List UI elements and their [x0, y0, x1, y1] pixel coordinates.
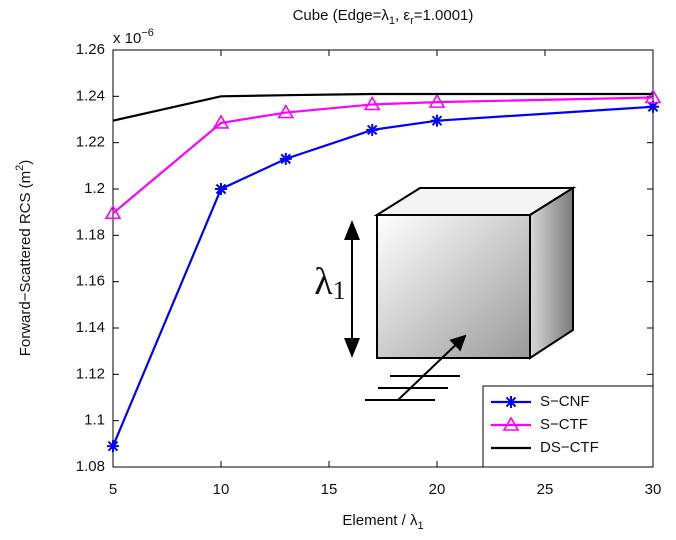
- inset-cube: [344, 188, 573, 400]
- y-multiplier: x 10−6: [113, 27, 154, 47]
- inset-label: λ1: [314, 261, 345, 305]
- inset-label-main: λ: [314, 261, 333, 303]
- series-line: [113, 94, 653, 121]
- y-tick-label: 1.1: [84, 412, 105, 429]
- x-tick-label: 5: [109, 481, 117, 498]
- marker-asterisk: [505, 396, 517, 408]
- y-multiplier-part: −6: [141, 27, 154, 39]
- y-axis-label: Forward−Scattered RCS (m2): [14, 160, 34, 357]
- x-axis-label: Element / λ1: [342, 512, 423, 532]
- y-tick-label: 1.2: [84, 180, 105, 197]
- y-tick-label: 1.26: [76, 41, 105, 58]
- y-tick-label: 1.18: [76, 226, 105, 243]
- legend-label: S−CTF: [540, 416, 588, 433]
- y-tick-label: 1.22: [76, 134, 105, 151]
- legend-label: S−CNF: [540, 393, 590, 410]
- x-tick-label: 10: [213, 481, 230, 498]
- y-tick-label: 1.16: [76, 273, 105, 290]
- y-multiplier-part: x 10: [113, 30, 141, 47]
- inset-label-sub: 1: [333, 276, 346, 305]
- marker-asterisk: [431, 115, 443, 127]
- y-axis-label-part: Forward−Scattered RCS (m: [17, 171, 34, 356]
- marker-asterisk: [366, 124, 378, 136]
- x-tick-label: 15: [321, 481, 338, 498]
- chart-title-part: Cube (Edge=λ: [293, 7, 390, 24]
- x-axis-label-part: 1: [417, 520, 423, 532]
- chart-title-part: =1.0001): [414, 7, 474, 24]
- marker-asterisk: [215, 183, 227, 195]
- y-tick-label: 1.14: [76, 319, 105, 336]
- chart-title: Cube (Edge=λ1, εr=1.0001): [293, 7, 474, 27]
- chart-title-part: , ε: [395, 7, 410, 24]
- y-tick-label: 1.12: [76, 365, 105, 382]
- x-tick-label: 25: [537, 481, 554, 498]
- x-tick-label: 20: [429, 481, 446, 498]
- x-tick-label: 30: [645, 481, 662, 498]
- marker-asterisk: [280, 153, 292, 165]
- y-tick-label: 1.24: [76, 87, 105, 104]
- legend-label: DS−CTF: [540, 439, 599, 456]
- chart: λ1 Cube (Edge=λ1, εr=1.0001)x 10−6Elemen…: [0, 0, 676, 540]
- x-axis-label-part: Element / λ: [342, 512, 418, 529]
- marker-asterisk: [107, 440, 119, 452]
- y-axis-label-part: ): [17, 160, 34, 165]
- y-tick-label: 1.08: [76, 458, 105, 475]
